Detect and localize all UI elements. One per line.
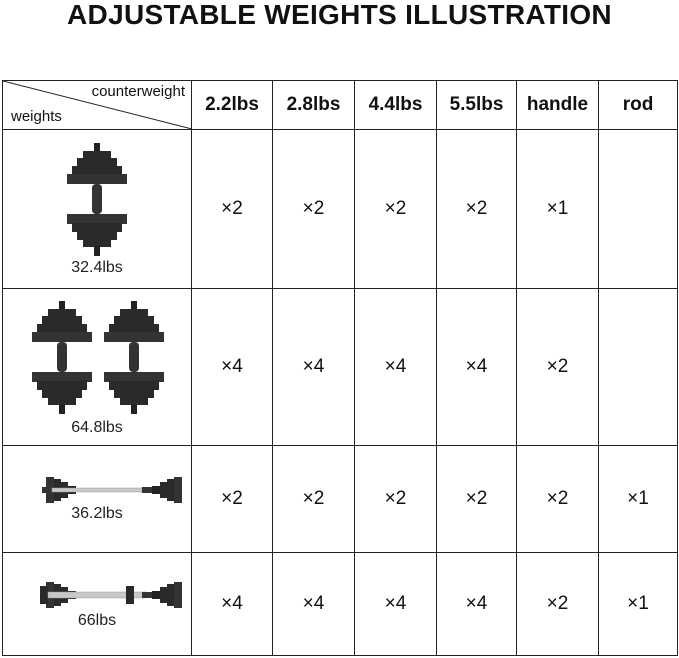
count-cell [598, 129, 678, 289]
column-header: 2.8lbs [272, 80, 355, 130]
count-cell [598, 288, 678, 446]
count-cell: ×4 [354, 288, 437, 446]
weight-label: 64.8lbs [71, 419, 123, 436]
count-cell: ×4 [436, 552, 517, 656]
table-row: 36.2lbs ×2 ×2 ×2 ×2 ×2 ×1 [2, 445, 678, 553]
count-cell: ×2 [516, 445, 599, 553]
count-cell: ×1 [598, 445, 678, 553]
count-cell: ×2 [191, 445, 273, 553]
diagonal-divider [3, 81, 192, 129]
column-header: 4.4lbs [354, 80, 437, 130]
count-cell: ×2 [516, 552, 599, 656]
weight-label: 36.2lbs [71, 505, 123, 522]
count-cell: ×2 [516, 288, 599, 446]
header-row: counterweight weights 2.2lbs 2.8lbs 4.4l… [2, 80, 678, 130]
count-cell: ×4 [191, 288, 273, 446]
count-cell: ×4 [354, 552, 437, 656]
weight-cell: 64.8lbs [2, 288, 192, 446]
count-cell: ×2 [354, 129, 437, 289]
count-cell: ×2 [272, 129, 355, 289]
column-header: 2.2lbs [191, 80, 273, 130]
count-cell: ×2 [191, 129, 273, 289]
barbell-icon [42, 477, 182, 503]
barbell-icon [40, 582, 182, 608]
column-header: rod [598, 80, 678, 130]
column-header: 5.5lbs [436, 80, 517, 130]
count-cell: ×2 [436, 445, 517, 553]
page-title: ADJUSTABLE WEIGHTS ILLUSTRATION [67, 0, 612, 30]
weights-table: counterweight weights 2.2lbs 2.8lbs 4.4l… [2, 80, 678, 656]
count-cell: ×4 [436, 288, 517, 446]
count-cell: ×2 [436, 129, 517, 289]
count-cell: ×4 [272, 288, 355, 446]
count-cell: ×2 [272, 445, 355, 553]
table-row: 64.8lbs ×4 ×4 ×4 ×4 ×2 [2, 288, 678, 446]
weight-cell: 36.2lbs [2, 445, 192, 553]
table-row: 66lbs ×4 ×4 ×4 ×4 ×2 ×1 [2, 552, 678, 656]
counterweight-label: counterweight [91, 83, 185, 100]
dumbbell-pair-icon [32, 301, 164, 414]
weight-label: 66lbs [77, 612, 117, 629]
count-cell: ×1 [598, 552, 678, 656]
table-row: 32.4lbs ×2 ×2 ×2 ×2 ×1 [2, 129, 678, 289]
count-cell: ×2 [354, 445, 437, 553]
dumbbell-icon [67, 143, 127, 256]
weight-cell: 32.4lbs [2, 129, 192, 289]
weight-cell: 66lbs [2, 552, 192, 656]
weight-label: 32.4lbs [71, 259, 123, 276]
count-cell: ×4 [191, 552, 273, 656]
weights-label: weights [11, 108, 62, 125]
count-cell: ×4 [272, 552, 355, 656]
column-header: handle [516, 80, 599, 130]
corner-cell: counterweight weights [2, 80, 192, 130]
count-cell: ×1 [516, 129, 599, 289]
